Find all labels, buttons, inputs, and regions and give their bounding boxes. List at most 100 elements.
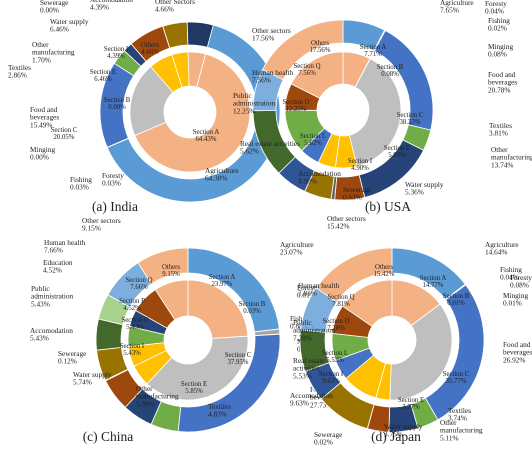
inner-slice-section-c — [146, 335, 249, 401]
chart-japan: Agriculture 14.64% Fishing 0.04%Foresty 0.08… — [290, 214, 532, 447]
outer-label-foresty: Foresty 0.04% — [485, 0, 507, 16]
outer-label-minging: Minging 0.01% — [503, 291, 528, 308]
inner-slice-section-c — [389, 303, 453, 401]
outer-label-other-manufacturing: Other manufacturing 5.11% — [440, 418, 483, 442]
outer-label-other-sectors: Other Sectors 4.66% — [155, 0, 195, 14]
outer-label-textiles: Textiles 2.86% — [8, 63, 31, 80]
outer-label-sewerage: Sewerage 0.02% — [314, 430, 342, 447]
outer-label-textiles: Textiles 3.81% — [489, 121, 512, 138]
inner-label-section-i: Section I 9.63% — [319, 371, 344, 385]
inner-label-section-c: Section C 20.05% — [51, 127, 78, 141]
outer-label-food-and-beverages: Food and beverages 15.49% — [30, 105, 59, 129]
inner-label-others: Others 15.42% — [374, 264, 395, 278]
outer-slice-other-sectors — [315, 247, 393, 303]
inner-label-section-o: Section O 7.28% — [323, 318, 350, 332]
outer-label-public-administration: Public administration 7.28% — [293, 318, 336, 342]
inner-label-section-c: Section C 35.77% — [443, 371, 470, 385]
outer-label-sewerage: Sewerage 0.63% — [343, 185, 371, 202]
outer-label-foresty: Foresty 0.01% — [297, 283, 319, 300]
inner-slice-section-a — [187, 279, 249, 339]
chart-usa: Agriculture 7.65% Foresty 0.04%Fishing 0.02%… — [233, 0, 532, 202]
outer-label-fishing: Fishing 0.88% — [290, 314, 312, 331]
inner-label-section-l: Section L 5.53% — [322, 350, 348, 364]
inner-label-section-i: Section I 5.43% — [120, 343, 145, 357]
inner-label-section-b: Section B 0.03% — [239, 301, 266, 315]
outer-label-other-sectors: Other sectors 9.15% — [82, 216, 121, 233]
caption-india: (a) India — [92, 199, 138, 214]
outer-slice-other-sectors — [262, 19, 344, 81]
inner-slice-others — [154, 279, 189, 321]
inner-label-section-c: Section C 37.95% — [225, 352, 252, 366]
inner-label-section-l: Section L 5.62% — [300, 133, 326, 147]
inner-label-others: Others 9.15% — [162, 264, 180, 278]
outer-label-sewerage: Sewerage 0.00% — [40, 0, 68, 15]
outer-label-other-manufacturing: Other manufacturing 5.39% — [136, 384, 179, 408]
inner-label-section-e: Section E 5.99% — [384, 145, 410, 159]
outer-label-other-sectors: Other sectors 17.56% — [252, 26, 291, 43]
outer-label-agriculture: Agriculture 23.07% — [280, 240, 314, 257]
outer-label-agriculture: Agriculture 14.64% — [485, 240, 519, 257]
outer-label-textiles: Textiles 4.83% — [208, 402, 231, 419]
inner-label-section-q: Section Q 7.81% — [328, 294, 355, 308]
caption-japan: (d) Japan — [371, 429, 421, 444]
outer-label-human-health: Human health 7.81% — [298, 281, 339, 298]
outer-label-human-health: Human health 7.66% — [44, 238, 85, 255]
inner-label-section-a: Section A 7.71% — [360, 44, 387, 58]
inner-label-others: Others 4.66% — [141, 42, 159, 56]
inner-label-section-b: Section B 0.08% — [377, 64, 404, 78]
outer-label-water-supply: Water supply 3.75% — [384, 422, 423, 439]
inner-label-section-a: Section A 64.43% — [193, 129, 220, 143]
inner-label-section-p: Section P 4.52% — [119, 298, 145, 312]
inner-label-section-b: Section B 0.00% — [104, 97, 131, 111]
outer-label-public-administration: Public administration 12.25% — [233, 91, 276, 115]
outer-label-accomodation: Accomodation 9.63% — [290, 391, 333, 408]
outer-label-education: Education 4.52% — [43, 258, 73, 275]
outer-label-other-sectors: Other sectors 15.42% — [327, 214, 366, 231]
outer-label-human-health: Human health 7.56% — [252, 68, 293, 85]
inner-label-section-q: Section Q 7.56% — [294, 63, 321, 77]
inner-label-section-e: Section E 5.85% — [181, 381, 207, 395]
outer-label-minging: Minging 0.00% — [30, 145, 55, 162]
outer-label-agriculture: Agriculture 64.38% — [205, 166, 239, 183]
inner-label-others: Others 17.56% — [310, 40, 331, 54]
inner-label-section-c: Section C 38.33% — [397, 112, 424, 126]
outer-label-real-estate-activities: Real estate activities 5.62% — [240, 139, 300, 156]
chart-india: Agriculture 64.38% Foresty 0.03% Fishing 0.03… — [8, 0, 281, 203]
outer-label-other-manufacturing: Other manufacturing 13.74% — [491, 145, 532, 169]
outer-label-foresty: Foresty 0.08% — [510, 273, 532, 290]
chart-china: Agriculture 23.07% Foresty 0.01% Fishing 0.88… — [30, 216, 339, 433]
inner-label-section-i: Section I 4.90% — [348, 158, 373, 172]
inner-label-section-a: Section A 14.77% — [420, 275, 447, 289]
outer-label-food-and-beverages: Food and beverages 26.92% — [503, 340, 532, 364]
outer-label-real-estate-activities: Real estate activities 5.53% — [293, 356, 325, 380]
outer-label-sewerage: Sewerage 0.12% — [58, 349, 86, 366]
outer-label-textiles: Textiles 3.74% — [448, 406, 471, 423]
inner-label-section-e: Section E 3.77% — [398, 397, 424, 411]
inner-label-section-b: Section B 0.01% — [443, 293, 470, 307]
outer-label-water-supply: Water supply 5.74% — [73, 370, 112, 387]
outer-label-food-and-beverages: Food and beverages 20.78% — [488, 70, 517, 94]
caption-china: (c) China — [83, 429, 134, 444]
outer-label-agriculture: Agriculture 7.65% — [440, 0, 474, 15]
outer-slice-other-sectors — [137, 247, 189, 285]
outer-label-other-manufacturing: Other manufacturing 1.70% — [32, 40, 75, 64]
inner-slice-section-c — [348, 58, 402, 167]
outer-label-fishing: Fishing 0.04% — [500, 265, 522, 282]
outer-label-fishing: Fishing 0.03% — [70, 175, 92, 192]
inner-label-section-a: Section A 23.97% — [209, 274, 236, 288]
outer-label-water-supply: Water supply 5.36% — [405, 180, 444, 197]
inner-slice-others — [290, 51, 344, 99]
inner-label-section-q: Section Q 7.66% — [126, 277, 153, 291]
inner-label-section-o: Section O 12.25% — [283, 99, 310, 113]
outer-label-fishing: Fishing 0.02% — [488, 16, 510, 33]
outer-label-foresty: Foresty 0.03% — [102, 171, 124, 188]
inner-label-section-o: Section O 5.43% — [122, 317, 149, 331]
caption-usa: (b) USA — [365, 199, 411, 214]
outer-label-public-administration: Public administration 5.43% — [31, 284, 74, 308]
outer-label-accomodation: Accomodation 5.43% — [30, 326, 73, 343]
outer-label-accomodation: Accomodation 4.90% — [298, 169, 341, 186]
outer-slice-other-sectors — [186, 21, 214, 48]
